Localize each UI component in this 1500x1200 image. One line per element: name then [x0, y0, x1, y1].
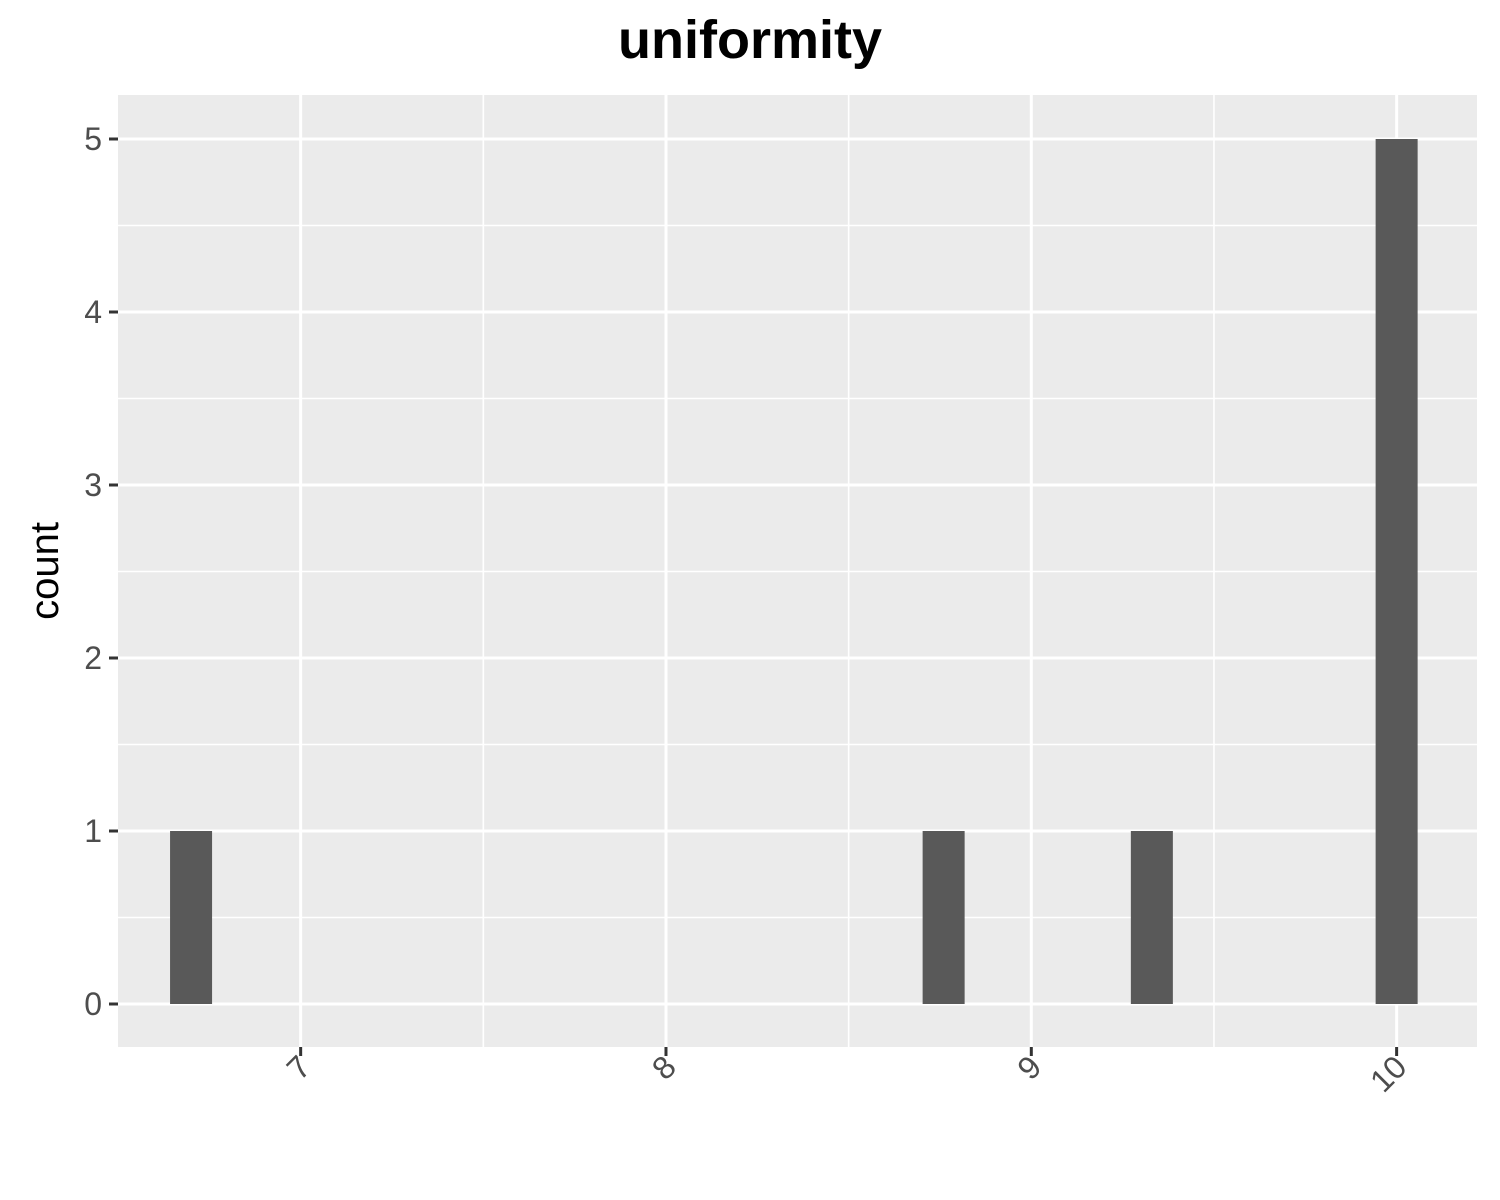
- y-tick-label: 1: [84, 813, 102, 849]
- histogram-bar: [1130, 831, 1173, 1004]
- x-tick-label: 7: [280, 1048, 318, 1086]
- y-tick-label: 0: [84, 986, 102, 1022]
- histogram-bar: [1375, 139, 1418, 1004]
- y-tick-label: 5: [84, 121, 102, 157]
- y-axis: 0 1 2 3 4 5: [84, 121, 118, 1022]
- minor-gridlines: [118, 95, 1477, 1047]
- y-tick-label: 2: [84, 640, 102, 676]
- y-tick-label: 4: [84, 294, 102, 330]
- histogram-bars: [170, 139, 1418, 1004]
- x-tick-label: 8: [645, 1048, 683, 1086]
- chart-title: uniformity: [618, 10, 882, 70]
- x-tick-label: 9: [1010, 1048, 1048, 1086]
- x-tick-label: 10: [1363, 1048, 1414, 1099]
- histogram-bar: [922, 831, 965, 1004]
- histogram-bar: [170, 831, 213, 1004]
- y-tick-label: 3: [84, 467, 102, 503]
- major-gridlines: [118, 95, 1477, 1047]
- y-axis-label: count: [23, 522, 67, 620]
- x-axis: 7 8 9 10: [280, 1047, 1414, 1099]
